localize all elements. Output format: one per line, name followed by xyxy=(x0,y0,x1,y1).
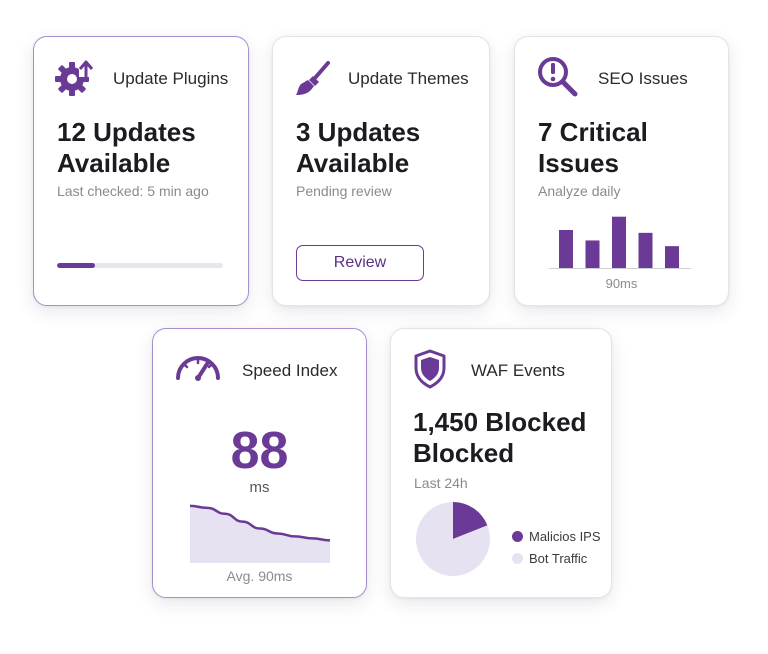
legend-item-malicious-ips: Malicios IPS xyxy=(512,529,601,544)
seo-issues-card[interactable]: SEO Issues 7 Critical Issues Analyze dai… xyxy=(514,36,729,306)
speed-index-value: 88 xyxy=(230,422,289,480)
last-checked-text: Last checked: 5 min ago xyxy=(57,183,209,199)
review-button[interactable]: Review xyxy=(296,245,424,281)
seo-bar xyxy=(638,232,653,268)
seo-bar xyxy=(612,216,626,268)
speed-unit: ms xyxy=(249,479,270,496)
speed-area-fill xyxy=(190,505,330,563)
pie-slice xyxy=(416,502,490,576)
chart-caption: 90ms xyxy=(605,276,638,291)
magnifier-alert-icon xyxy=(538,57,578,97)
seo-bar xyxy=(665,246,679,268)
updates-count: 12 Updates Available xyxy=(57,117,196,178)
legend-swatch xyxy=(512,553,523,564)
legend-label: Malicios IPS xyxy=(529,529,601,544)
seo-bar xyxy=(585,240,600,268)
update-themes-card[interactable]: Update Themes 3 Updates Available Pendin… xyxy=(272,36,490,306)
card-title: Update Plugins xyxy=(113,69,229,88)
critical-issues-count: 7 Critical Issues xyxy=(538,117,648,178)
update-plugins-card[interactable]: Update Plugins 12 Updates Available Last… xyxy=(33,36,249,306)
legend-item-bot-traffic: Bot Traffic xyxy=(512,551,587,566)
legend-label: Bot Traffic xyxy=(529,551,588,566)
analyze-daily-text: Analyze daily xyxy=(538,183,621,199)
card-title: SEO Issues xyxy=(598,69,688,88)
seo-bar-chart xyxy=(549,216,691,269)
waf-events-card[interactable]: WAF Events 1,450 Blocked Blocked Last 24… xyxy=(390,328,612,598)
pie-slice xyxy=(453,502,488,539)
card-title: Update Themes xyxy=(348,69,469,88)
update-progress-bar xyxy=(57,263,223,268)
gear-update-icon xyxy=(55,60,94,96)
blocked-count: 1,450 Blocked Blocked xyxy=(413,407,587,468)
progress-fill xyxy=(57,263,96,268)
shield-icon xyxy=(414,349,446,389)
waf-pie-chart xyxy=(416,502,490,576)
speed-area-chart xyxy=(190,504,330,563)
speedometer-icon xyxy=(176,356,220,381)
average-caption: Avg. 90ms xyxy=(226,568,293,584)
seo-bar xyxy=(559,230,573,268)
paintbrush-icon xyxy=(296,61,330,95)
theme-updates-count: 3 Updates Available xyxy=(296,117,421,178)
last-24h-text: Last 24h xyxy=(414,475,468,491)
speed-line xyxy=(190,504,330,542)
pending-review-text: Pending review xyxy=(296,183,392,199)
card-title: WAF Events xyxy=(471,361,565,380)
speed-index-card[interactable]: Speed Index 88 ms Avg. 90ms xyxy=(152,328,367,598)
legend-swatch xyxy=(512,531,523,542)
card-title: Speed Index xyxy=(242,361,338,380)
